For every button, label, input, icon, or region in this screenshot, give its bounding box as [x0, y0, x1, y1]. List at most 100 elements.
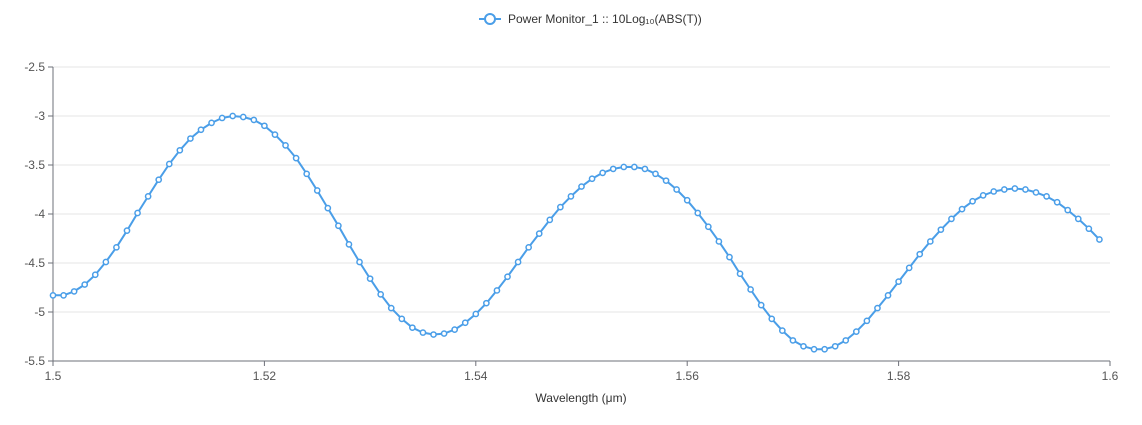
data-point [631, 163, 638, 171]
data-point [546, 216, 554, 224]
data-point [715, 238, 723, 245]
data-point [472, 310, 480, 318]
data-point [303, 170, 311, 178]
data-point [398, 315, 406, 323]
data-point [1022, 186, 1029, 193]
data-point [704, 223, 712, 231]
data-point [250, 116, 258, 124]
data-point [176, 146, 184, 154]
data-point [144, 193, 152, 200]
data-point [239, 113, 247, 121]
data-point [842, 337, 850, 344]
data-point [979, 192, 987, 199]
data-point [948, 215, 955, 223]
data-point [800, 342, 807, 350]
y-tick-label: -5 [34, 305, 45, 319]
data-point [155, 176, 163, 184]
y-tick-label: -4.5 [24, 256, 45, 270]
data-point [335, 222, 342, 230]
data-point [70, 288, 78, 295]
data-point [852, 328, 860, 335]
data-point [113, 243, 120, 251]
data-point [757, 301, 765, 309]
x-tick-label: 1.52 [253, 369, 277, 383]
data-point [49, 291, 57, 299]
data-point [345, 241, 353, 248]
x-tick-label: 1.56 [676, 369, 700, 383]
data-point [134, 209, 141, 217]
data-point [165, 160, 173, 168]
data-point [990, 188, 998, 195]
series [49, 112, 1103, 353]
data-point [969, 197, 976, 205]
data-point [409, 324, 416, 332]
data-point [1000, 186, 1008, 193]
data-point [229, 112, 237, 120]
data-point [123, 227, 131, 235]
data-point [1085, 225, 1093, 233]
x-tick-label: 1.6 [1102, 369, 1119, 383]
y-tick-label: -3.5 [24, 158, 45, 172]
data-point [958, 205, 966, 213]
data-point [937, 226, 945, 234]
y-tick-label: -3 [34, 109, 45, 123]
data-point [102, 258, 110, 266]
data-point [768, 315, 776, 323]
y-tick-label: -2.5 [24, 60, 45, 74]
x-tick-label: 1.58 [887, 369, 911, 383]
data-point [821, 345, 828, 353]
data-point [578, 183, 585, 190]
data-point [1011, 185, 1019, 192]
data-point [683, 196, 691, 204]
data-point [377, 291, 385, 298]
data-point [60, 291, 67, 299]
y-tick-label: -5.5 [24, 354, 45, 368]
data-point [747, 286, 754, 293]
legend-marker-icon [484, 13, 496, 25]
data-point [588, 175, 596, 183]
data-point [662, 177, 670, 185]
data-point [895, 278, 902, 285]
x-tick-label: 1.54 [464, 369, 488, 383]
data-point [218, 114, 226, 122]
data-point [282, 142, 289, 149]
data-point [567, 193, 575, 200]
data-point [271, 131, 279, 138]
data-point [557, 203, 564, 211]
data-point [652, 170, 659, 178]
data-point [810, 345, 818, 353]
data-point [324, 204, 332, 212]
data-point [387, 304, 395, 312]
data-point [1053, 198, 1061, 206]
data-point [599, 169, 606, 177]
data-point [483, 299, 490, 307]
data-point [356, 258, 363, 266]
data-point [863, 317, 871, 325]
data-point [641, 165, 649, 173]
data-point [187, 135, 194, 142]
legend-label: Power Monitor_1 :: 10Log₁₀(ABS(T)) [508, 12, 702, 26]
data-point [694, 209, 702, 217]
data-point [1064, 206, 1072, 214]
data-point [1032, 189, 1040, 196]
data-point [736, 270, 744, 278]
data-point [609, 165, 617, 173]
data-point [504, 273, 511, 281]
axes: -2.5 -3 -3.5 -4 -4.5 -5 -5.51.5 1.52 1.54 1.56 1.5… [24, 60, 1118, 383]
data-point [313, 187, 321, 194]
legend[interactable]: Power Monitor_1 :: 10Log₁₀(ABS(T)) [479, 12, 702, 26]
data-point [535, 230, 543, 237]
data-point [451, 326, 459, 333]
data-point [1096, 236, 1103, 243]
data-point [831, 342, 839, 350]
data-point [366, 275, 374, 283]
data-point [419, 329, 427, 336]
data-point [461, 319, 469, 327]
data-point [292, 154, 300, 162]
data-point [208, 119, 215, 127]
data-point [81, 281, 89, 288]
data-point [440, 330, 448, 337]
x-axis-title: Wavelength (μm) [535, 391, 626, 405]
data-point [1074, 215, 1082, 223]
